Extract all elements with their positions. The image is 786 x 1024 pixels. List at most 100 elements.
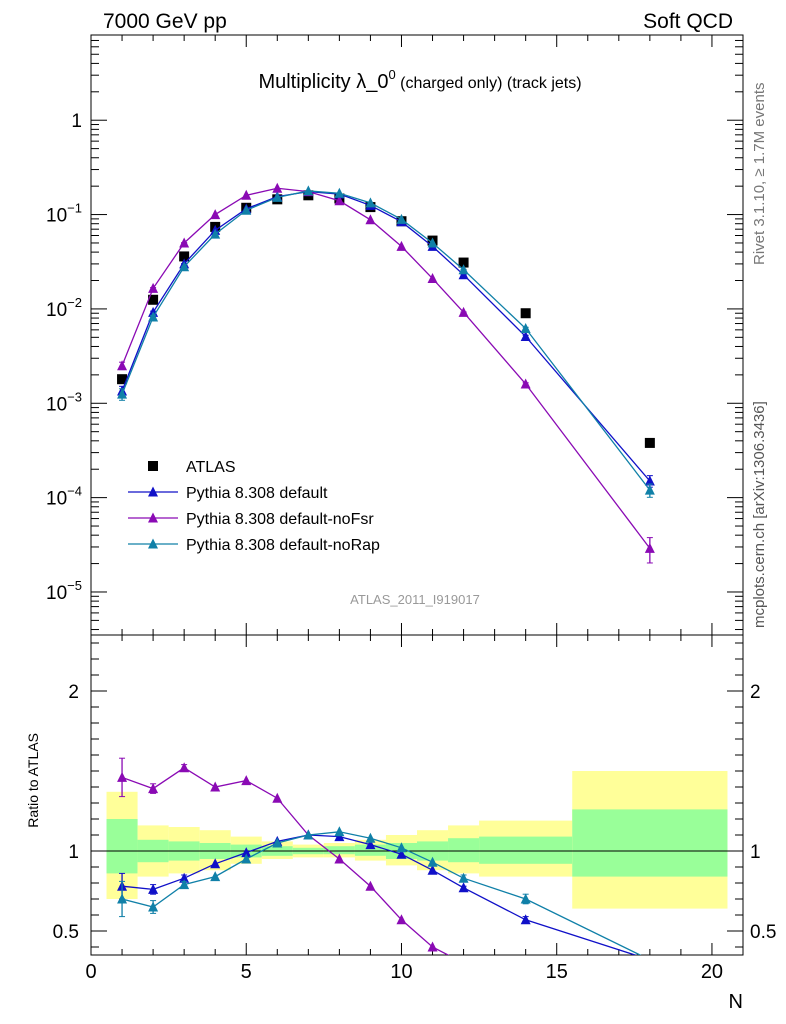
y-tick-label: 10−3 — [46, 389, 82, 415]
ratio-point — [148, 901, 159, 912]
band-green-7 — [323, 846, 355, 855]
ratio-series-1 — [117, 757, 450, 955]
mc-point — [334, 187, 345, 198]
main-series-0 — [117, 190, 655, 448]
mc-point — [520, 378, 531, 389]
atlas-point — [117, 374, 128, 385]
ratio-point — [179, 872, 190, 883]
legend-entry-3: Pythia 8.308 default-noRap — [128, 537, 380, 554]
ratio-point — [272, 792, 283, 803]
ratio-y-label: Ratio to ATLAS — [25, 733, 41, 828]
x-tick-label: 10 — [390, 961, 412, 983]
legend-label: Pythia 8.308 default-noFsr — [186, 511, 374, 528]
ratio-y-tick-label-right: 0.5 — [750, 922, 776, 943]
legend-marker — [148, 486, 158, 497]
y-tick-label: 10−5 — [46, 578, 82, 604]
mc-point — [272, 182, 283, 193]
ratio-point — [365, 832, 376, 843]
ratio-point — [148, 883, 159, 894]
mc-point — [241, 189, 252, 200]
mc-point — [427, 237, 438, 248]
atlas-point — [520, 308, 531, 319]
mc-point — [210, 228, 221, 239]
ratio-point — [334, 826, 345, 837]
ratio-point — [427, 856, 438, 867]
ratio-point — [365, 839, 376, 850]
ratio-point — [179, 762, 190, 773]
mc-point — [396, 213, 407, 224]
ratio-point — [396, 848, 407, 859]
ratio-point — [210, 871, 221, 882]
side-label-top: Rivet 3.1.10, ≥ 1.7M events — [751, 83, 768, 266]
ratio-point — [303, 829, 314, 840]
header-right: Soft QCD — [643, 10, 733, 33]
ratio-y-tick-label: 1 — [68, 842, 79, 863]
main-series-2 — [117, 182, 655, 564]
mc-point — [458, 264, 469, 275]
x-tick-label: 5 — [241, 961, 252, 983]
ratio-point — [272, 837, 283, 848]
chart-title-main: Multiplicity λ_0 — [258, 71, 388, 93]
band-green-13 — [572, 809, 728, 877]
atlas-point — [644, 437, 655, 448]
x-tick-label: 0 — [85, 961, 96, 983]
y-tick-label: 10−2 — [46, 295, 82, 321]
mc-point — [644, 475, 655, 486]
main-line-2 — [121, 187, 651, 549]
ratio-frame — [90, 634, 744, 956]
mc-point — [520, 331, 531, 342]
atlas-point — [179, 251, 190, 262]
main-line-1 — [121, 190, 651, 482]
mc-point — [396, 240, 407, 251]
band-green-0 — [106, 819, 138, 874]
main-series-3 — [117, 185, 655, 498]
mc-point — [334, 195, 345, 206]
header-left: 7000 GeV pp — [103, 10, 227, 33]
side-label-bottom: mcplots.cern.ch [arXiv:1306.3436] — [751, 401, 768, 628]
ratio-point — [458, 882, 469, 893]
ratio-point — [210, 858, 221, 869]
legend-label: Pythia 8.308 default — [186, 485, 328, 502]
ratio-line-1 — [121, 767, 450, 955]
analysis-label: ATLAS_2011_I919017 — [350, 592, 480, 607]
ratio-point — [241, 853, 252, 864]
legend-marker — [148, 512, 158, 523]
mc-point — [520, 323, 531, 334]
ratio-series-2 — [117, 826, 642, 955]
legend-label: ATLAS — [186, 459, 236, 476]
series-layer — [117, 182, 655, 955]
ratio-y-tick-label: 2 — [68, 682, 79, 703]
ratio-y-tick-label-right: 1 — [750, 842, 761, 863]
mc-point — [458, 269, 469, 280]
main-line-3 — [121, 190, 651, 491]
ratio-y-tick-label: 0.5 — [53, 922, 79, 943]
ratio-point — [520, 893, 531, 904]
legend-entry-0: ATLAS — [148, 459, 236, 476]
ratio-point — [148, 783, 159, 794]
mc-point — [303, 185, 314, 196]
ratio-y-tick-label-right: 2 — [750, 682, 761, 703]
mc-point — [210, 209, 221, 220]
mc-point — [644, 542, 655, 553]
ratio-point — [210, 781, 221, 792]
mc-point — [644, 484, 655, 495]
band-green-11 — [448, 838, 480, 863]
mc-point — [117, 388, 128, 399]
legend-entry-1: Pythia 8.308 default — [128, 485, 328, 502]
mc-point — [179, 261, 190, 272]
legend-label: Pythia 8.308 default-noRap — [186, 537, 380, 554]
x-axis-label: N — [729, 991, 743, 1013]
mc-point — [365, 197, 376, 208]
y-tick-label: 10−1 — [46, 201, 82, 227]
y-tick-label: 1 — [71, 111, 82, 132]
mc-point — [117, 360, 128, 371]
chart-title-rest: (charged only) (track jets) — [396, 75, 582, 92]
mc-point — [365, 214, 376, 225]
ratio-line-2 — [121, 831, 642, 955]
text-layer: 7000 GeV pp Soft QCD Rivet 3.1.10, ≥ 1.7… — [25, 10, 776, 1013]
legend-marker — [148, 538, 158, 549]
ratio-point — [241, 847, 252, 858]
x-tick-label: 20 — [701, 961, 723, 983]
legend: ATLAS Pythia 8.308 default Pythia 8.308 de… — [128, 459, 380, 554]
